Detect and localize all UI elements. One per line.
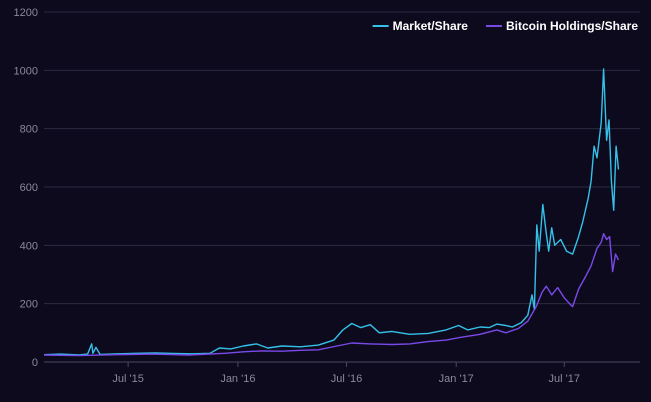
x-tick-label: Jan '17 <box>439 373 474 385</box>
x-tick-label: Jan '16 <box>220 373 255 385</box>
x-tick-label: Jul '15 <box>112 373 143 385</box>
series-line-2 <box>43 233 620 357</box>
y-tick-label: 1000 <box>14 65 38 77</box>
legend-label-2: Bitcoin Holdings/Share <box>506 19 638 33</box>
y-tick-label: 600 <box>20 182 38 194</box>
y-tick-label: 200 <box>20 299 38 311</box>
legend-label-1: Market/Share <box>393 19 469 33</box>
y-tick-label: 400 <box>20 240 38 252</box>
series-line-1 <box>43 68 620 356</box>
y-tick-label: 1200 <box>14 7 38 19</box>
x-tick-label: Jul '17 <box>549 373 580 385</box>
y-tick-label: 800 <box>20 124 38 136</box>
y-tick-label: 0 <box>32 357 38 369</box>
x-tick-label: Jul '16 <box>331 373 362 385</box>
